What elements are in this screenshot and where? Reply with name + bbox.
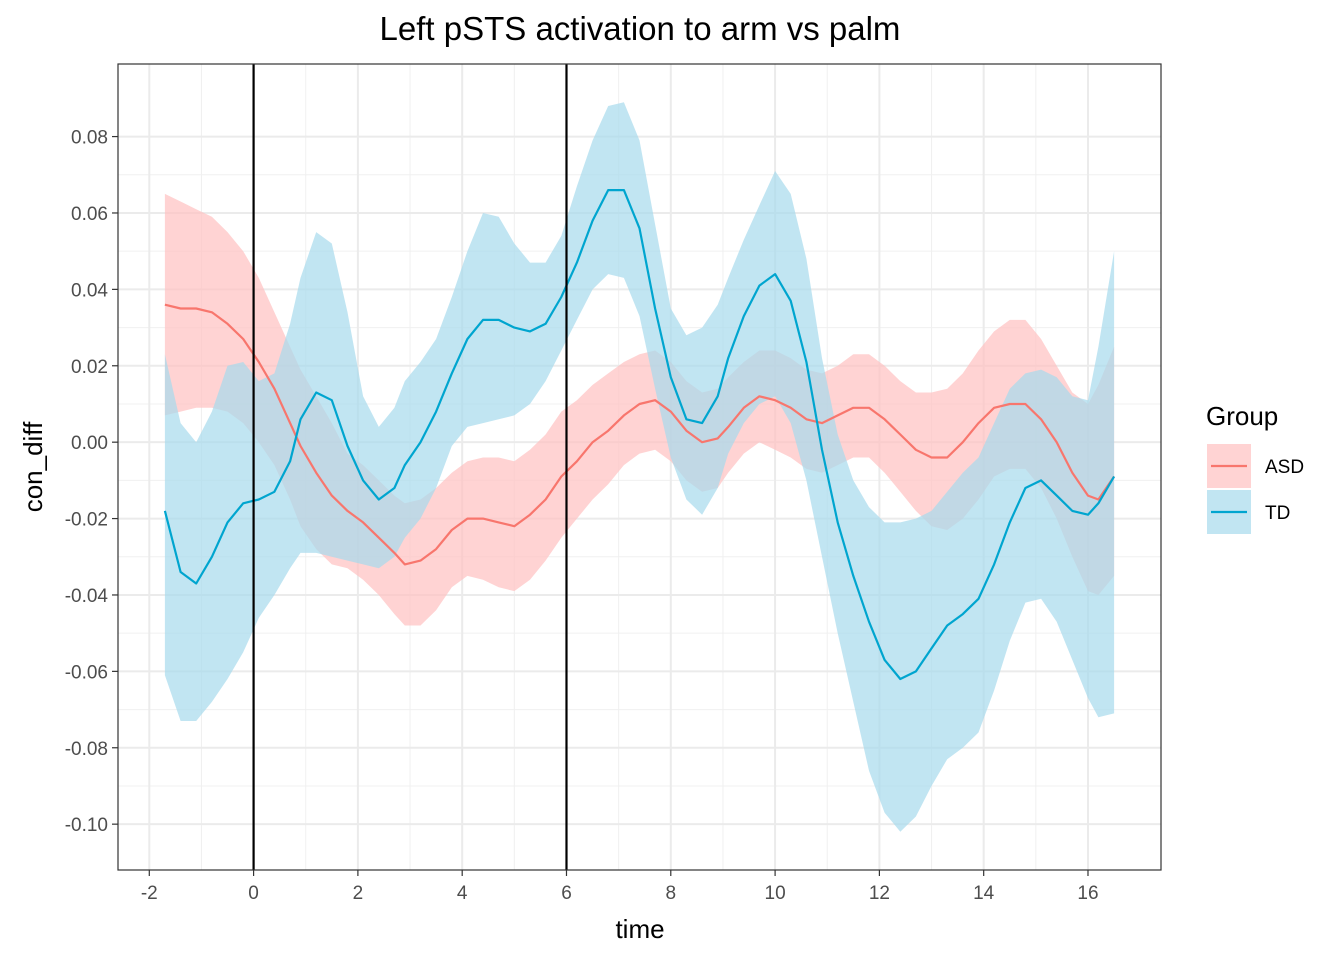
legend: Group ASD TD xyxy=(1206,401,1304,534)
y-tick-label: 0.02 xyxy=(71,357,108,378)
legend-label-asd: ASD xyxy=(1265,457,1304,478)
legend-label-td: TD xyxy=(1265,503,1290,524)
ribbon-td xyxy=(164,102,1115,832)
y-tick-label: 0.04 xyxy=(71,280,108,301)
y-tick-label: 0.08 xyxy=(71,128,108,149)
x-axis-title: time xyxy=(615,914,664,944)
confidence-ribbons xyxy=(164,102,1115,832)
x-tick-label: 16 xyxy=(1077,883,1098,904)
legend-title: Group xyxy=(1206,401,1278,431)
x-tick-label: 14 xyxy=(973,883,995,904)
x-tick-label: 6 xyxy=(561,883,572,904)
x-tick-label: 8 xyxy=(666,883,677,904)
x-tick-label: 0 xyxy=(248,883,259,904)
y-tick-label: 0.06 xyxy=(71,204,108,225)
y-tick-label: -0.06 xyxy=(65,662,108,683)
x-tick-label: 2 xyxy=(353,883,364,904)
y-axis: -0.10 -0.08 -0.06 -0.04 -0.02 0.00 0.02 0.04 0.0… xyxy=(65,128,118,836)
line-td xyxy=(163,189,1116,681)
reference-vlines xyxy=(252,64,568,870)
x-tick-label: 4 xyxy=(457,883,468,904)
plot-border xyxy=(117,63,1162,871)
y-tick-label: 0.00 xyxy=(71,433,108,454)
chart-title: Left pSTS activation to arm vs palm xyxy=(380,10,901,47)
series-lines xyxy=(163,189,1116,681)
y-axis-title: con_diff xyxy=(18,421,48,512)
y-tick-label: -0.04 xyxy=(65,586,109,607)
x-tick-label: 12 xyxy=(869,883,890,904)
y-tick-label: -0.02 xyxy=(65,510,108,531)
line-asd xyxy=(164,303,1116,566)
x-tick-label: -2 xyxy=(141,883,158,904)
y-tick-label: -0.10 xyxy=(65,815,108,836)
x-tick-label: 10 xyxy=(765,883,786,904)
x-axis: -2 0 2 4 6 8 10 12 14 16 xyxy=(141,870,1099,904)
y-tick-label: -0.08 xyxy=(65,739,108,760)
plot-panel xyxy=(117,63,1162,871)
